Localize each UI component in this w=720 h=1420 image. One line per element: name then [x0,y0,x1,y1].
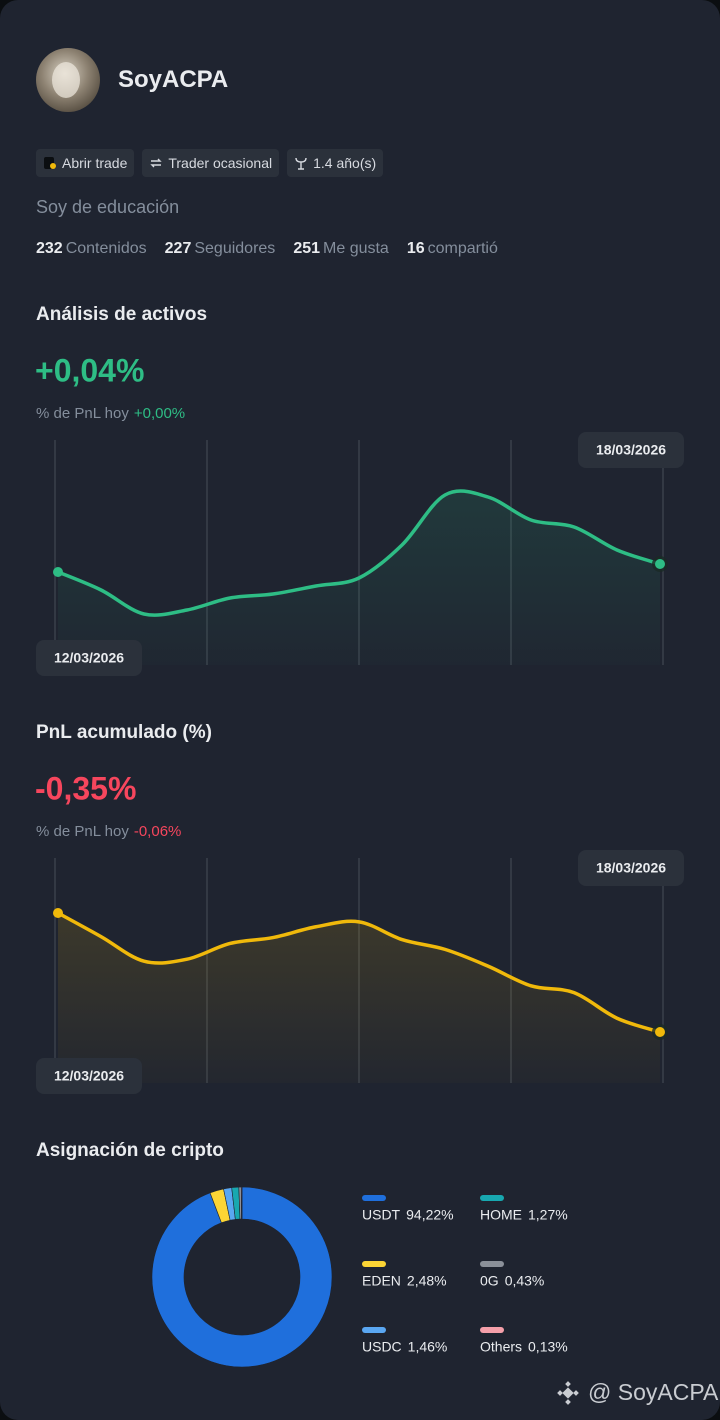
stat-label: Contenidos [65,240,147,257]
legend-value: 1,46% [408,1339,448,1355]
tag-label: Trader ocasional [168,155,273,171]
legend-value: 2,48% [407,1273,447,1289]
donut-segment [240,1186,243,1220]
today-value: -0,06% [134,823,182,840]
legend-label: USDT [362,1207,401,1223]
date-badge [578,850,684,886]
legend-swatch [480,1261,504,1267]
date-badge [36,640,142,676]
line [57,489,661,617]
legend-swatch [480,1195,504,1201]
tags: Abrir trade Trader ocasional 1.4 año(s) [36,149,384,177]
tag[interactable]: Abrir trade [36,149,135,177]
legend-label: Others [480,1339,522,1355]
end-dot [655,1027,665,1037]
stats: 232 Contenidos 227 Seguidores 251 Me gusta 16 c… [36,240,516,258]
icon [44,157,56,169]
stat[interactable]: 16 compartió [407,240,498,258]
date-label: 12/03/2026 [54,650,124,666]
section-title: Análisis de activos [36,304,207,325]
stat-value: 227 [164,240,192,257]
legend-value: 0,43% [505,1273,545,1289]
stat[interactable]: 232 Contenidos [36,240,147,258]
legend-label: HOME [480,1207,522,1223]
tag[interactable]: Trader ocasional [142,149,280,177]
start-dot [53,567,63,577]
legend-swatch [480,1327,504,1333]
legend-label: EDEN [362,1273,401,1289]
icon [295,157,307,170]
stat[interactable]: 227 Seguidores [165,240,276,258]
today-value: +0,00% [134,405,185,422]
icon [150,158,163,168]
end-dot [655,559,665,569]
stat-label: compartió [427,240,498,257]
donut-segment [151,1186,333,1368]
legend-value: 0,13% [528,1339,568,1355]
stat-value: 232 [36,240,63,257]
tag-label: 1.4 año(s) [313,155,377,171]
tag-label: Abrir trade [62,155,128,171]
headline: +0,04% [35,352,144,388]
area [58,913,660,1083]
stat-label: Seguidores [194,240,276,257]
watermark-logo [557,1381,579,1405]
date-label: 12/03/2026 [54,1068,124,1084]
legend-swatch [362,1195,386,1201]
headline: -0,35% [35,770,136,806]
date-label: 18/03/2026 [596,860,666,876]
section-title: Asignación de cripto [36,1140,224,1161]
tag[interactable]: 1.4 año(s) [287,149,384,177]
legend-label: 0G [480,1273,499,1289]
section-title: PnL acumulado (%) [36,722,212,743]
bio: Soy de educación [36,197,180,217]
legend-label: USDC [362,1339,402,1355]
date-badge [36,1058,142,1094]
user-name: SoyACPA [118,66,229,93]
line [57,911,661,1034]
legend-value: 94,22% [406,1207,453,1223]
date-label: 18/03/2026 [596,442,666,458]
today-label: % de PnL hoy [36,405,129,422]
stat[interactable]: 251 Me gusta [293,240,389,258]
avatar-detail [52,62,80,98]
today-label: % de PnL hoy [36,823,129,840]
stat-label: Me gusta [323,240,389,257]
legend-swatch [362,1261,386,1267]
legend-value: 1,27% [528,1207,568,1223]
stat-value: 251 [293,240,321,257]
legend-swatch [362,1327,386,1333]
start-dot [53,908,63,918]
watermark: @ SoyACPA [588,1379,719,1405]
stat-value: 16 [406,240,425,257]
date-badge [578,432,684,468]
